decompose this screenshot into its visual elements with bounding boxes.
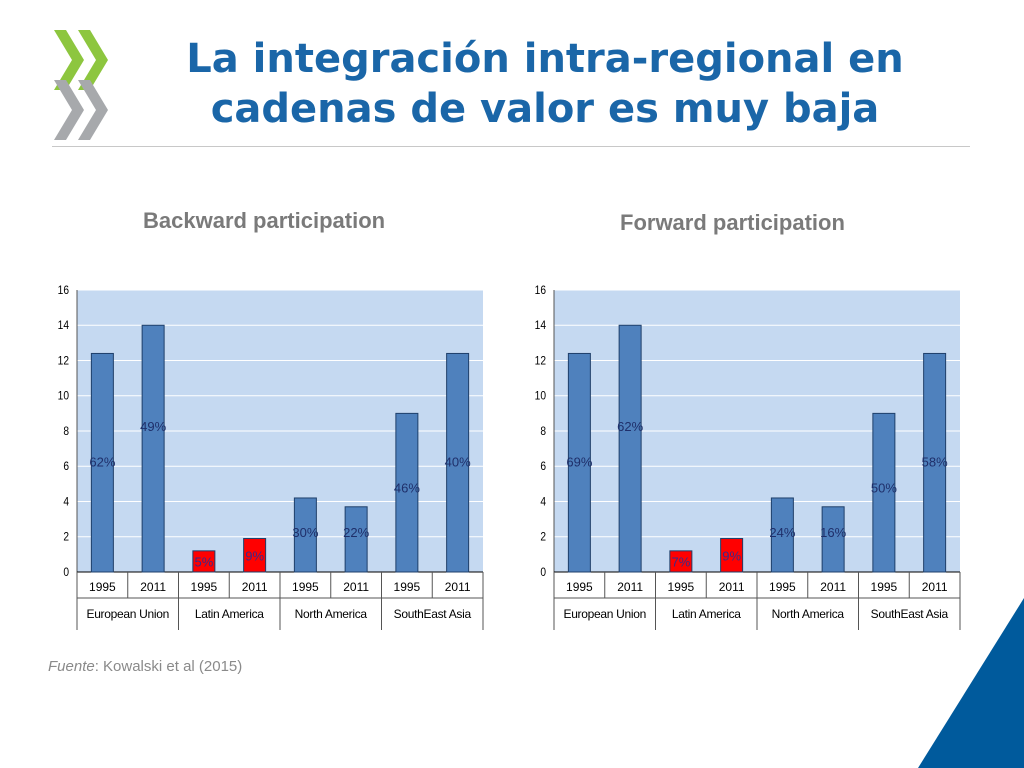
data-label: 62%: [617, 419, 643, 434]
y-tick-label: 2: [63, 531, 69, 544]
y-tick-label: 2: [540, 531, 546, 544]
bar: [446, 352, 470, 573]
x-tick-label: 2011: [922, 580, 948, 594]
group-label: European Union: [563, 607, 646, 621]
logo-chevron-grey-1: [54, 80, 84, 140]
bar: [669, 550, 693, 573]
oecd-logo: [54, 30, 108, 140]
group-label: European Union: [86, 607, 169, 621]
data-label: 9%: [722, 548, 741, 563]
x-tick-label: 2011: [343, 580, 369, 594]
title-divider: [52, 146, 970, 147]
bar: [395, 412, 419, 573]
bar: [344, 506, 368, 573]
data-label: 49%: [140, 419, 166, 434]
x-tick-label: 1995: [566, 580, 593, 594]
bar: [923, 352, 947, 573]
bar: [720, 538, 744, 573]
bar: [872, 412, 896, 573]
group-label: North America: [295, 607, 368, 621]
source-label: Fuente: [48, 658, 95, 675]
x-tick-label: 1995: [89, 580, 116, 594]
y-tick-label: 4: [540, 496, 546, 509]
data-label: 50%: [871, 481, 897, 496]
y-tick-label: 14: [58, 320, 69, 333]
bar: [90, 352, 114, 573]
chart-title-backward: Backward participation: [143, 208, 386, 233]
page-title: La integración intra-regional en cadenas…: [150, 34, 940, 134]
x-tick-label: 1995: [394, 580, 421, 594]
y-tick-label: 8: [63, 425, 69, 438]
chart-title-forward: Forward participation: [620, 210, 845, 235]
group-label: SouthEast Asia: [871, 607, 949, 621]
data-label: 22%: [343, 525, 369, 540]
x-tick-label: 1995: [769, 580, 796, 594]
data-label: 30%: [292, 525, 318, 540]
bar: [567, 352, 591, 573]
x-tick-label: 2011: [617, 580, 643, 594]
bar: [618, 324, 642, 573]
y-tick-label: 10: [58, 390, 69, 403]
x-tick-label: 1995: [191, 580, 218, 594]
forward-participation-chart: 0 2 4 6 8 10 12 14 16 69% 1995 62% 2011 7% 1995 9% 2011 2…: [535, 284, 961, 630]
y-tick-label: 16: [58, 284, 69, 297]
y-tick-label: 14: [535, 320, 546, 333]
group-label: North America: [772, 607, 845, 621]
title-line-1: La integración intra-regional en: [186, 36, 904, 82]
y-tick-label: 10: [535, 390, 546, 403]
data-label: 9%: [245, 548, 264, 563]
logo-chevron-grey-2: [78, 80, 108, 140]
data-label: 40%: [445, 454, 471, 469]
y-tick-label: 6: [63, 461, 69, 474]
bar: [243, 538, 267, 573]
bar: [192, 550, 216, 573]
data-label: 5%: [194, 554, 213, 569]
y-tick-label: 8: [540, 425, 546, 438]
group-label: SouthEast Asia: [394, 607, 472, 621]
data-label: 46%: [394, 481, 420, 496]
bar: [293, 497, 317, 573]
x-tick-label: 1995: [871, 580, 898, 594]
data-label: 58%: [922, 454, 948, 469]
bar: [770, 497, 794, 573]
y-tick-label: 16: [535, 284, 546, 297]
y-tick-label: 6: [540, 461, 546, 474]
source-note: Fuente: Kowalski et al (2015): [48, 658, 242, 675]
data-label: 24%: [769, 525, 795, 540]
x-tick-label: 1995: [292, 580, 319, 594]
y-tick-label: 12: [535, 355, 546, 368]
group-label: Latin America: [672, 607, 741, 621]
logo-chevron-green-1: [54, 30, 84, 90]
bar: [141, 324, 165, 573]
x-tick-label: 2011: [242, 580, 268, 594]
logo-chevron-green-2: [78, 30, 108, 90]
x-tick-label: 2011: [140, 580, 166, 594]
source-text: : Kowalski et al (2015): [94, 658, 243, 675]
data-label: 7%: [671, 554, 690, 569]
backward-participation-chart: 0 2 4 6 8 10 12 14 16 62% 1995 49% 2011 5% 1995 9% 2011 3…: [58, 284, 484, 630]
y-tick-label: 0: [540, 566, 546, 579]
data-label: 69%: [566, 454, 592, 469]
x-tick-label: 2011: [445, 580, 471, 594]
y-tick-label: 12: [58, 355, 69, 368]
y-tick-label: 4: [63, 496, 69, 509]
x-tick-label: 2011: [719, 580, 745, 594]
title-line-2: cadenas de valor es muy baja: [210, 86, 880, 132]
x-tick-label: 1995: [668, 580, 695, 594]
data-label: 62%: [89, 454, 115, 469]
data-label: 16%: [820, 525, 846, 540]
y-tick-label: 0: [63, 566, 69, 579]
bar: [821, 506, 845, 573]
x-tick-label: 2011: [820, 580, 846, 594]
group-label: Latin America: [195, 607, 264, 621]
